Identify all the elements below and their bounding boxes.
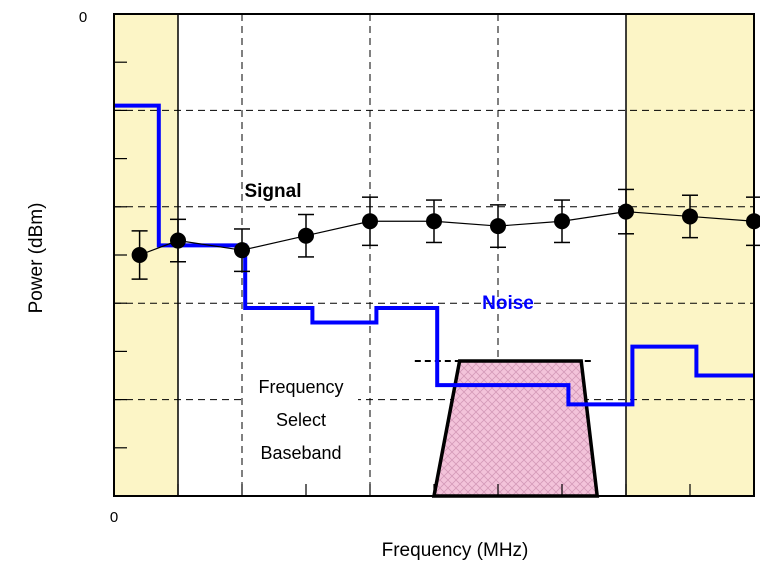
- filter-label: Frequency Select Baseband: [246, 373, 358, 467]
- noise-series: [114, 103, 754, 407]
- baseband-filter: [414, 359, 600, 498]
- signal-point: [362, 213, 378, 230]
- signal-point: [490, 218, 506, 235]
- signal-point: [131, 247, 148, 263]
- filter-label-line-1: Frequency: [258, 377, 343, 397]
- signal-point: [170, 232, 186, 249]
- shaded-band-1: [626, 14, 754, 496]
- filter-label-line-2: Select: [276, 410, 326, 430]
- y-origin-label: 0: [79, 9, 87, 26]
- signal-point: [682, 208, 698, 225]
- x-origin-label: 0: [110, 509, 118, 526]
- x-axis-title: Frequency (MHz): [382, 540, 529, 561]
- filter-label-line-3: Baseband: [260, 443, 341, 463]
- noise-line: [114, 103, 754, 407]
- plot-frame: [113, 13, 755, 497]
- signal-point: [234, 242, 250, 259]
- y-axis-title: Power (dBm): [26, 203, 47, 314]
- filter-trapezoid: [431, 359, 600, 498]
- signal-legend-label: Signal: [244, 181, 301, 202]
- noise-legend-label: Noise: [482, 293, 534, 314]
- signal-point: [618, 203, 634, 220]
- shaded-bands: [114, 14, 754, 496]
- axis-ticks: [114, 61, 691, 496]
- signal-point: [426, 213, 442, 230]
- signal-point: [298, 227, 314, 244]
- signal-point: [554, 213, 570, 230]
